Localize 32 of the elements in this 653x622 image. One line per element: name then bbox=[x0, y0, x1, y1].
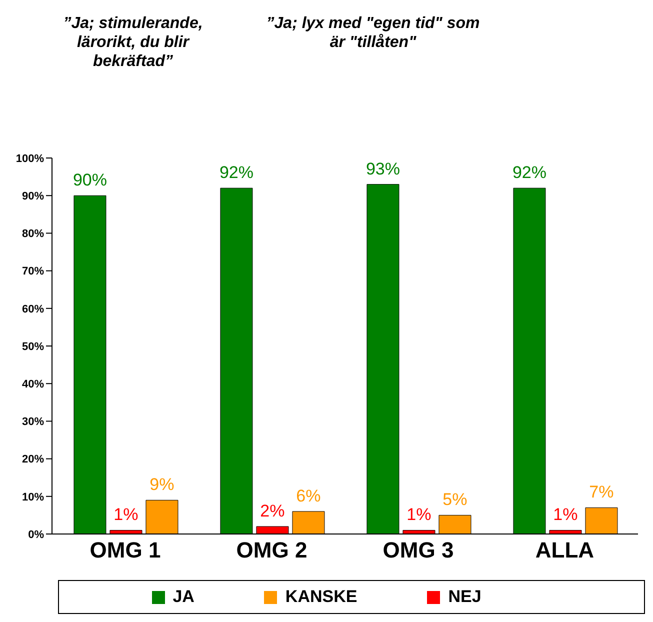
data-label: 5% bbox=[442, 490, 468, 510]
data-label: 2% bbox=[260, 501, 285, 520]
data-label: 7% bbox=[589, 482, 614, 502]
y-tick-label: 100% bbox=[16, 152, 44, 165]
y-tick-label: 80% bbox=[22, 228, 44, 240]
data-label: 92% bbox=[219, 163, 254, 182]
legend-label: NEJ bbox=[448, 587, 482, 606]
data-label: 92% bbox=[512, 163, 546, 182]
data-label: 6% bbox=[296, 486, 321, 506]
y-tick-label: 90% bbox=[22, 190, 44, 203]
x-tick-label: OMG 3 bbox=[382, 538, 454, 563]
legend-label: JA bbox=[172, 587, 194, 606]
data-label: 90% bbox=[72, 170, 107, 190]
y-tick-label: 50% bbox=[22, 340, 44, 353]
y-tick-label: 20% bbox=[22, 454, 44, 466]
y-tick-label: 70% bbox=[22, 266, 44, 278]
data-label: 1% bbox=[553, 505, 578, 524]
y-tick-label: 60% bbox=[22, 303, 44, 316]
y-tick-label: 10% bbox=[22, 491, 44, 504]
y-tick-label: 40% bbox=[22, 378, 44, 391]
y-tick-label: 0% bbox=[28, 528, 44, 541]
y-tick-label: 30% bbox=[22, 416, 44, 428]
data-label: 9% bbox=[150, 475, 174, 494]
legend-label: KANSKE bbox=[285, 587, 358, 606]
data-label: 1% bbox=[406, 505, 432, 524]
text: ”Ja; stimulerande, lärorikt, du blir bekräftad” bbox=[62, 14, 204, 71]
data-label: 93% bbox=[366, 159, 400, 178]
x-tick-label: OMG 1 bbox=[90, 538, 161, 563]
text: ”Ja; lyx med "egen tid" som är "tillåten" bbox=[265, 14, 481, 52]
x-tick-label: OMG 2 bbox=[236, 538, 308, 563]
data-label: 1% bbox=[114, 505, 138, 524]
x-tick-label: ALLA bbox=[535, 538, 594, 563]
